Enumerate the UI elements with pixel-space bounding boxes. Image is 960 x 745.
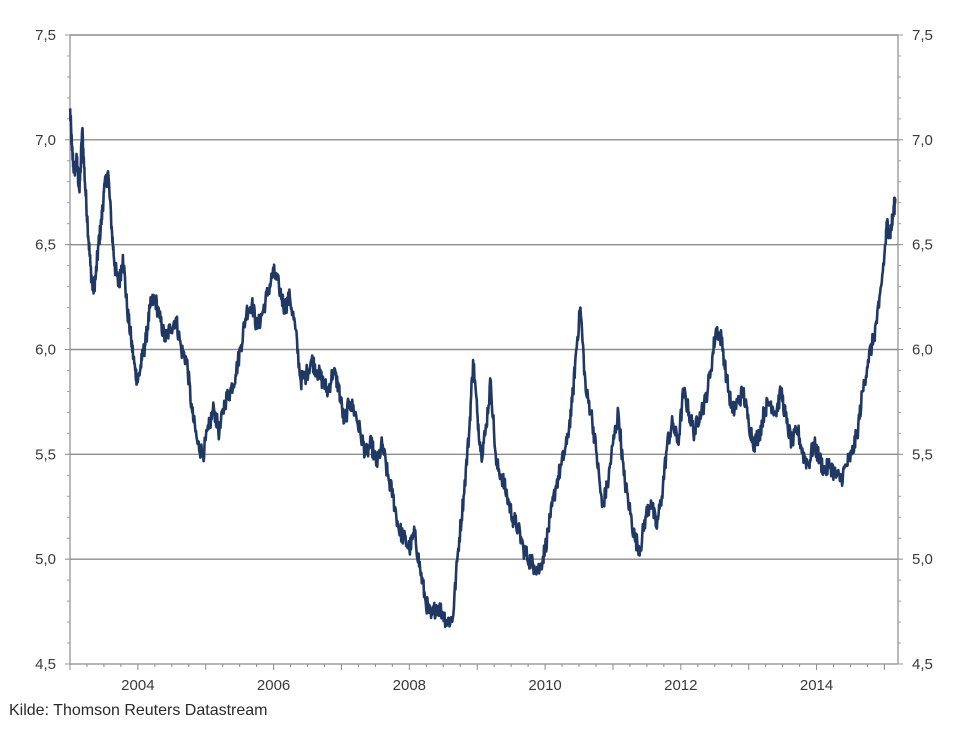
y-tick-label-left: 4,5 — [35, 656, 56, 673]
x-tick-label: 2004 — [121, 677, 154, 694]
y-tick-label-left: 5,5 — [35, 446, 56, 463]
y-tick-label-left: 5,0 — [35, 551, 56, 568]
y-tick-label-right: 4,5 — [912, 656, 933, 673]
x-tick-label: 2014 — [800, 677, 833, 694]
left-y-axis: 4,5 5,0 5,5 6,0 6,5 7,0 7,5 — [35, 27, 70, 673]
y-tick-label-left: 6,0 — [35, 342, 56, 359]
y-tick-label-right: 5,5 — [912, 446, 933, 463]
y-tick-label-right: 5,0 — [912, 551, 933, 568]
x-tick-label: 2010 — [528, 677, 561, 694]
y-tick-label-left: 7,5 — [35, 27, 56, 44]
x-tick-label: 2006 — [257, 677, 290, 694]
x-tick-label: 2012 — [664, 677, 697, 694]
y-tick-label-right: 7,5 — [912, 27, 933, 44]
gridlines — [70, 34, 898, 560]
y-tick-label-left: 7,0 — [35, 132, 56, 149]
source-label: Kilde: Thomson Reuters Datastream — [9, 702, 268, 719]
y-tick-label-right: 6,5 — [912, 237, 933, 254]
y-tick-label-left: 6,5 — [35, 237, 56, 254]
x-axis: 2004 2006 2008 2010 2012 2014 — [69, 664, 885, 694]
y-tick-label-right: 6,0 — [912, 342, 933, 359]
series-line — [68, 108, 897, 629]
y-tick-label-right: 7,0 — [912, 132, 933, 149]
series-layer — [68, 108, 897, 629]
x-tick-label: 2008 — [393, 677, 426, 694]
right-y-axis: 4,5 5,0 5,5 6,0 6,5 7,0 7,5 — [898, 27, 933, 673]
